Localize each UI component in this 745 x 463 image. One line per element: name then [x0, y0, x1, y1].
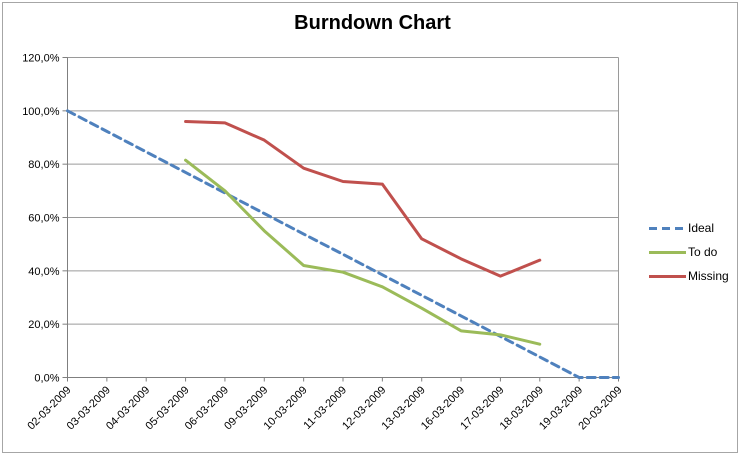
legend-label-missing: Missing	[688, 269, 729, 283]
chart-title: Burndown Chart	[294, 12, 451, 34]
legend-item-todo[interactable]: To do	[649, 240, 741, 264]
y-tick-label-20: 20,0%	[28, 319, 59, 331]
y-tick-label-120: 120,0%	[22, 53, 60, 65]
legend: Ideal To do Missing	[649, 216, 741, 288]
y-tick-label-0: 0,0%	[34, 373, 59, 385]
series-line-ideal	[66, 109, 620, 379]
legend-label-todo: To do	[688, 245, 718, 259]
legend-item-missing[interactable]: Missing	[649, 264, 741, 288]
legend-item-ideal[interactable]: Ideal	[649, 216, 741, 240]
legend-line-sample-missing	[649, 274, 686, 278]
y-tick-label-60: 60,0%	[28, 213, 59, 225]
y-tick-label-40: 40,0%	[28, 266, 59, 278]
series-line-missing	[184, 120, 542, 278]
y-tick-label-80: 80,0%	[28, 159, 59, 171]
y-tick-label-100: 100,0%	[22, 106, 60, 118]
legend-line-sample-todo	[649, 250, 686, 254]
legend-line-sample-ideal	[649, 226, 686, 230]
series-line-to-do	[184, 158, 542, 346]
legend-label-ideal: Ideal	[688, 221, 715, 235]
